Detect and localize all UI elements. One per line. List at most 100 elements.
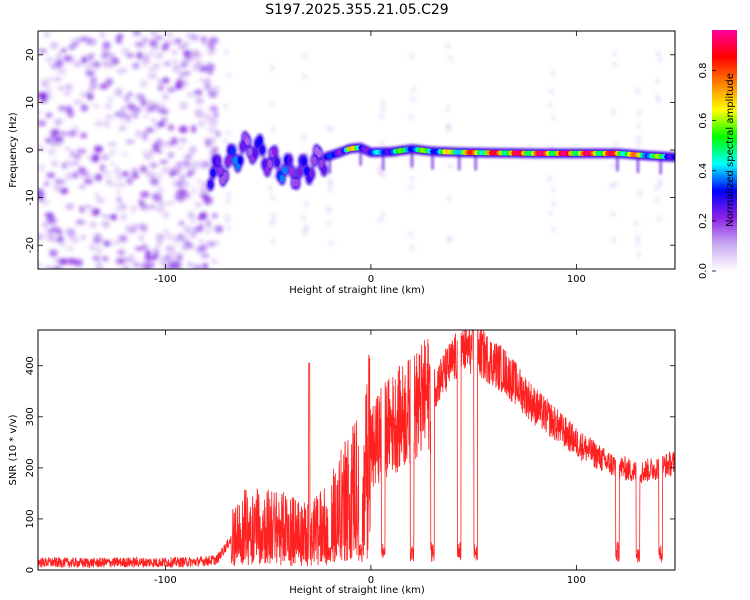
noise-speckle	[72, 100, 83, 105]
ridge-cell	[316, 149, 322, 158]
colorbar-ticks: 0.0 0.2 0.4 0.6 0.8	[698, 63, 716, 279]
noise-speckle	[142, 133, 148, 141]
noise-speckle	[209, 105, 218, 112]
noise-speckle	[100, 154, 110, 161]
streak-dot	[636, 235, 640, 241]
noise-speckle	[185, 154, 193, 159]
noise-speckle	[192, 265, 203, 269]
noise-speckle	[178, 221, 185, 226]
ridge-cell	[240, 142, 246, 151]
noise-speckle	[166, 233, 173, 241]
noise-speckle	[191, 161, 202, 168]
noise-speckle	[38, 197, 45, 202]
ridge-cell	[217, 167, 224, 176]
streak-dot	[612, 237, 616, 243]
noise-speckle	[194, 60, 204, 69]
ridge-cell	[294, 179, 300, 188]
noise-speckle	[120, 106, 126, 114]
noise-speckle	[63, 147, 71, 151]
bottom-y-tick-label: 200	[25, 458, 36, 477]
ridge-cell	[286, 156, 293, 165]
ridge-core	[208, 133, 675, 189]
top-y-tick-label: 20	[25, 48, 36, 61]
streak-dot	[271, 195, 275, 201]
noise-speckle	[68, 44, 76, 50]
noise-speckle	[94, 145, 103, 153]
ridge-cell	[281, 166, 288, 175]
streak-dot	[551, 70, 555, 76]
noise-speckle	[114, 240, 119, 246]
noise-speckle	[106, 61, 114, 68]
noise-speckle	[171, 60, 179, 64]
ridge-cell	[225, 157, 231, 166]
streak-dot	[410, 176, 414, 182]
noise-speckle	[117, 249, 126, 256]
noise-speckle	[104, 104, 112, 110]
noise-speckle	[45, 137, 52, 144]
ridge-cell	[252, 149, 258, 158]
noise-speckle	[130, 204, 138, 213]
streak-dot	[381, 107, 385, 113]
noise-speckle	[104, 240, 110, 247]
noise-speckle	[72, 161, 79, 166]
noise-speckle	[179, 236, 189, 243]
noise-speckle	[134, 107, 142, 113]
streak-dot	[638, 191, 642, 197]
noise-speckle	[55, 77, 61, 81]
streak-dot	[272, 218, 276, 224]
noise-speckle	[142, 56, 151, 65]
noise-speckle	[79, 92, 89, 97]
noise-speckle	[94, 263, 103, 269]
streak-dot	[330, 240, 334, 246]
ridge-dropout	[328, 157, 331, 174]
noise-speckle	[76, 148, 87, 154]
noise-speckle	[191, 167, 197, 171]
streak-dot	[329, 126, 333, 132]
noise-speckle	[162, 212, 170, 219]
noise-speckle	[154, 52, 164, 59]
streak-dot	[227, 225, 231, 231]
snr-panel: -100 0 100 0 100 200 300 400 Height of straigh…	[8, 329, 676, 596]
noise-speckle	[148, 51, 154, 56]
noise-speckle	[150, 31, 157, 37]
noise-speckle	[132, 112, 139, 119]
noise-speckle	[48, 238, 57, 242]
bottom-y-label: SNR (10 * v/v)	[8, 414, 19, 485]
top-y-tick-label: -10	[25, 189, 36, 205]
streak-dot	[446, 106, 450, 112]
noise-speckle	[108, 162, 117, 166]
streak-dot	[656, 78, 660, 84]
streak-dot	[269, 221, 273, 227]
noise-speckle	[79, 205, 85, 213]
streak-dot	[448, 163, 452, 169]
streak-dot	[447, 124, 451, 130]
noise-speckle	[156, 107, 164, 113]
colorbar-tick-label: 0.6	[698, 113, 709, 129]
noise-speckle	[91, 155, 100, 162]
noise-speckle	[138, 234, 145, 241]
streak-dot	[411, 86, 415, 92]
noise-speckle	[39, 95, 48, 103]
noise-speckle	[215, 130, 220, 138]
noise-speckle	[190, 218, 195, 224]
noise-speckle	[156, 240, 162, 248]
streak-dot	[549, 210, 553, 216]
noise-speckle	[38, 164, 45, 172]
noise-speckle	[64, 203, 73, 210]
noise-speckle	[133, 262, 140, 268]
streak-dot	[410, 54, 414, 60]
streak-dot	[637, 251, 641, 257]
noise-speckle	[90, 41, 98, 46]
noise-speckle	[181, 244, 191, 251]
noise-speckle	[59, 187, 68, 194]
noise-speckle	[95, 197, 106, 204]
noise-speckle	[100, 164, 106, 172]
noise-speckle	[161, 167, 171, 173]
noise-speckle	[167, 87, 176, 92]
noise-speckle	[57, 117, 65, 122]
noise-speckle	[85, 70, 95, 77]
ridge-cell	[309, 169, 315, 178]
noise-speckle	[188, 145, 198, 154]
noise-speckle	[173, 235, 180, 244]
streak-dot	[224, 103, 228, 109]
